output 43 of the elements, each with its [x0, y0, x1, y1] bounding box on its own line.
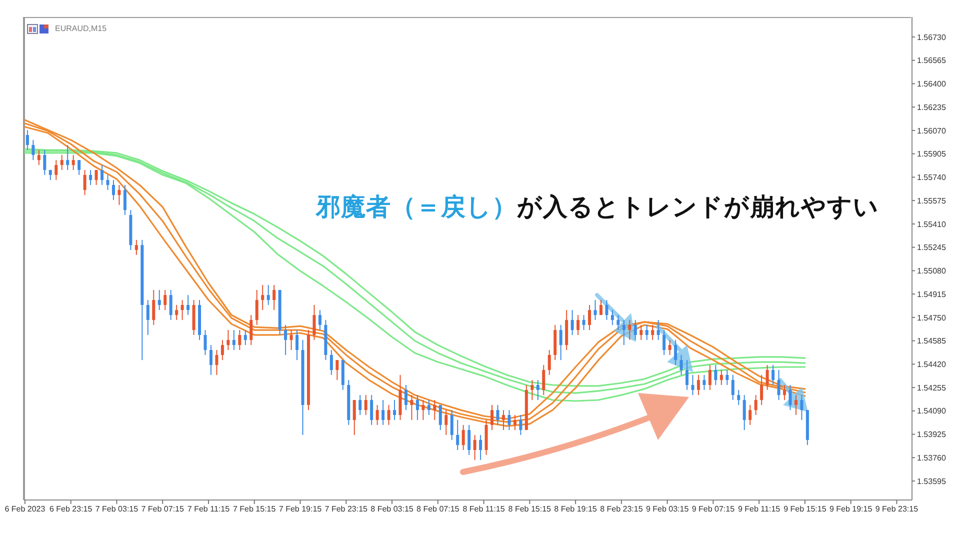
y-tick-label: 1.55245: [917, 243, 946, 252]
x-tick-label: 7 Feb 07:15: [141, 504, 184, 514]
y-tick-label: 1.53595: [917, 476, 946, 486]
y-tick-label: 1.56565: [917, 56, 946, 66]
y-tick-label: 1.55905: [917, 150, 946, 159]
x-tick-label: 9 Feb 03:15: [646, 504, 690, 514]
x-tick-label: 7 Feb 15:15: [233, 504, 276, 514]
x-tick-label: 7 Feb 23:15: [324, 504, 368, 514]
y-tick-label: 1.53760: [917, 453, 946, 462]
y-tick-label: 1.56235: [917, 102, 946, 112]
x-tick-label: 8 Feb 11:15: [462, 504, 506, 514]
y-tick-label: 1.55080: [917, 266, 946, 276]
text: EURAUD,M15: [55, 23, 107, 34]
x-tick-label: 7 Feb 03:15: [95, 504, 139, 514]
y-tick-label: 1.56400: [917, 80, 946, 89]
x-tick-label: 8 Feb 03:15: [370, 504, 414, 514]
y-tick-label: 1.54420: [917, 360, 946, 370]
y-tick-label: 1.55740: [917, 173, 946, 182]
x-tick-label: 9 Feb 15:15: [784, 504, 827, 514]
x-tick-label: 9 Feb 07:15: [692, 504, 736, 514]
y-tick-label: 1.55575: [917, 196, 946, 206]
annotation: が入るとトレンドが崩れやすい: [517, 192, 879, 221]
y-tick-label: 1.54255: [917, 383, 946, 392]
x-tick-label: 9 Feb 11:15: [738, 504, 781, 514]
x-tick-label: 8 Feb 23:15: [600, 504, 644, 514]
x-tick-label: 6 Feb 2023: [4, 504, 46, 514]
x-tick-label: 8 Feb 07:15: [416, 504, 460, 514]
annotation: 邪魔者（＝戻し）: [316, 192, 517, 221]
y-tick-label: 1.54750: [917, 313, 946, 322]
x-tick-label: 8 Feb 15:15: [508, 504, 552, 514]
y-tick-label: 1.53925: [917, 430, 946, 440]
y-tick-label: 1.54585: [917, 336, 946, 346]
x-tick-label: 6 Feb 23:15: [49, 504, 93, 514]
y-tick-label: 1.55410: [917, 220, 946, 229]
y-tick-label: 1.56070: [917, 126, 946, 136]
x-tick-label: 7 Feb 11:15: [187, 504, 230, 514]
x-tick-label: 9 Feb 19:15: [829, 504, 873, 514]
y-tick-label: 1.54090: [917, 406, 946, 416]
x-tick-label: 8 Feb 19:15: [554, 504, 598, 514]
y-tick-label: 1.54915: [917, 290, 946, 299]
x-tick-label: 7 Feb 19:15: [278, 504, 322, 514]
x-tick-label: 9 Feb 23:15: [875, 504, 919, 514]
y-tick-label: 1.56730: [917, 32, 946, 42]
